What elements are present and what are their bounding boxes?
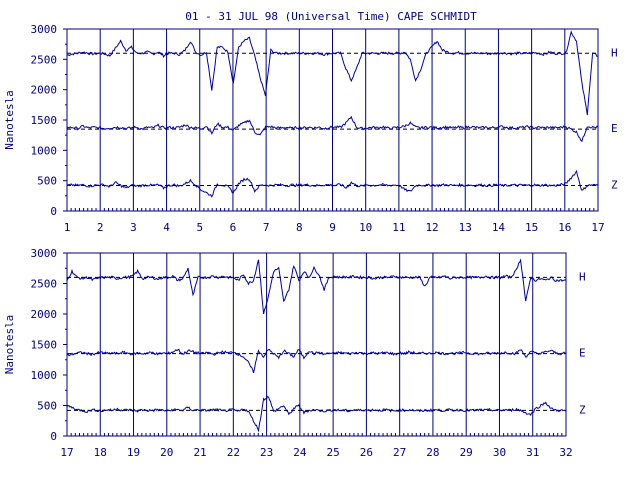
x-tick-label: 3 (130, 221, 137, 234)
x-tick-label: 2 (97, 221, 104, 234)
y-axis-label: Nanotesla (3, 315, 16, 375)
x-tick-label: 17 (591, 221, 604, 234)
x-tick-label: 7 (263, 221, 270, 234)
y-tick-label: 3000 (31, 23, 58, 36)
series-label-h: H (579, 270, 586, 283)
x-tick-label: 14 (492, 221, 506, 234)
x-minor-ticks (70, 433, 563, 436)
traces: H E Z (66, 258, 586, 433)
plot-frame (66, 252, 567, 437)
series-label-e: E (579, 347, 586, 360)
y-tick-label: 500 (37, 175, 57, 188)
series-label-h: H (611, 46, 618, 59)
trace-e (66, 348, 567, 374)
x-axis: 17 18 19 20 21 22 23 24 25 26 27 28 29 30 31 32 (60, 446, 572, 459)
y-tick-label: 0 (50, 430, 57, 443)
y-tick-label: 1000 (31, 144, 58, 157)
x-tick-label: 24 (293, 446, 307, 459)
x-tick-label: 6 (230, 221, 237, 234)
chart-title: 01 - 31 JUL 98 (Universal Time) CAPE SCH… (185, 10, 477, 23)
x-tick-label: 15 (525, 221, 538, 234)
y-tick-label: 2500 (31, 278, 58, 291)
y-tick-label: 3000 (31, 247, 58, 260)
x-tick-label: 25 (327, 446, 340, 459)
x-tick-label: 22 (227, 446, 240, 459)
panel-bottom: 0 500 1000 1500 2000 2500 3000 17 18 19 20 21 22 23 2… (3, 247, 586, 459)
trace-h (66, 30, 599, 116)
series-label-z: Z (579, 403, 586, 416)
traces: H E Z (66, 30, 618, 198)
x-tick-label: 32 (559, 446, 572, 459)
x-tick-label: 29 (460, 446, 473, 459)
x-tick-label: 5 (196, 221, 203, 234)
x-tick-label: 13 (459, 221, 472, 234)
y-tick-label: 1500 (31, 339, 58, 352)
day-gridlines (99, 253, 534, 436)
x-tick-label: 10 (359, 221, 372, 234)
x-tick-label: 9 (329, 221, 336, 234)
x-axis: 1 2 3 4 5 6 7 8 9 10 11 12 13 14 15 16 17 (64, 221, 605, 234)
series-label-z: Z (611, 179, 618, 192)
x-tick-label: 18 (94, 446, 107, 459)
x-tick-label: 30 (493, 446, 506, 459)
x-tick-label: 23 (260, 446, 273, 459)
x-tick-label: 12 (425, 221, 438, 234)
y-tick-label: 500 (37, 400, 57, 413)
x-tick-label: 26 (360, 446, 373, 459)
x-tick-label: 28 (426, 446, 439, 459)
y-axis: 0 500 1000 1500 2000 2500 3000 (31, 23, 67, 218)
x-tick-label: 11 (392, 221, 405, 234)
x-tick-label: 8 (296, 221, 303, 234)
x-tick-label: 4 (163, 221, 170, 234)
x-tick-label: 19 (127, 446, 140, 459)
x-tick-label: 27 (393, 446, 406, 459)
x-tick-label: 31 (526, 446, 539, 459)
x-tick-label: 16 (558, 221, 571, 234)
trace-e (66, 115, 599, 143)
y-axis-label: Nanotesla (3, 90, 16, 150)
series-label-e: E (611, 122, 618, 135)
y-axis: 0 500 1000 1500 2000 2500 3000 (31, 247, 67, 443)
y-tick-label: 2000 (31, 308, 58, 321)
y-tick-label: 2500 (31, 53, 58, 66)
trace-z (66, 395, 567, 433)
x-tick-label: 21 (193, 446, 206, 459)
x-minor-ticks (70, 208, 595, 211)
x-tick-label: 17 (60, 446, 73, 459)
y-tick-label: 0 (50, 205, 57, 218)
trace-h (66, 258, 567, 315)
trace-z (66, 169, 599, 198)
y-tick-label: 1000 (31, 369, 58, 382)
y-tick-label: 1500 (31, 114, 58, 127)
day-gridlines (99, 29, 566, 211)
y-tick-label: 2000 (31, 84, 58, 97)
x-tick-label: 20 (160, 446, 173, 459)
x-tick-label: 1 (64, 221, 71, 234)
